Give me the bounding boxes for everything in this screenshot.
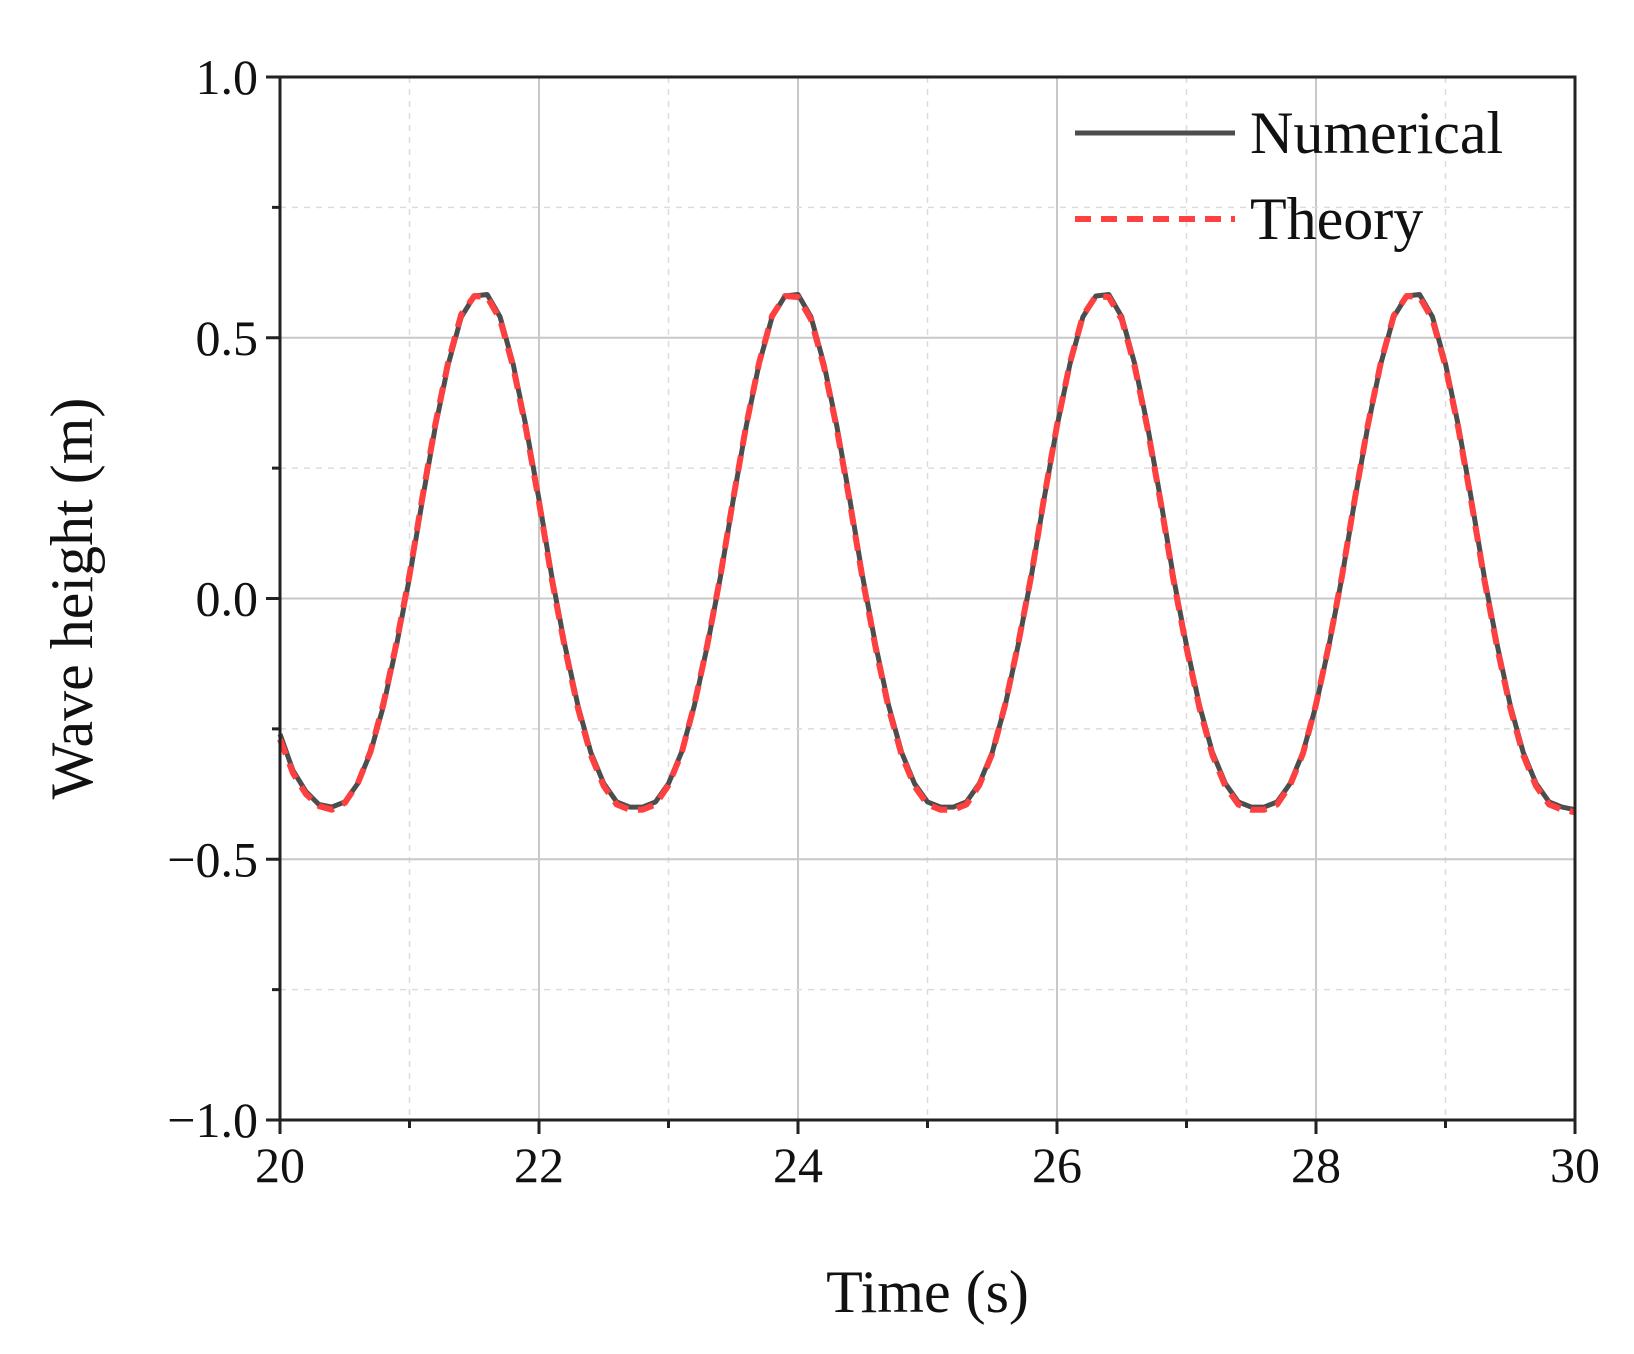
y-axis-title: Wave height (m) xyxy=(39,398,105,800)
legend: Numerical Theory xyxy=(1075,100,1503,252)
series-layer xyxy=(277,292,1576,816)
y-tick-label: 0.0 xyxy=(196,571,259,627)
series-line-theory xyxy=(277,293,1576,816)
y-tick-label: 0.5 xyxy=(196,310,259,366)
x-tick-label: 20 xyxy=(255,1137,305,1193)
x-axis-title: Time (s) xyxy=(826,1259,1029,1325)
axis-ticks xyxy=(266,75,1577,1134)
x-tick-label: 28 xyxy=(1291,1137,1341,1193)
x-tick-label: 22 xyxy=(514,1137,564,1193)
y-tick-label: −0.5 xyxy=(167,831,258,887)
legend-label-theory: Theory xyxy=(1250,186,1423,252)
x-tick-label: 30 xyxy=(1550,1137,1600,1193)
x-tick-label: 26 xyxy=(1032,1137,1082,1193)
tick-labels: 20 22 24 26 28 30 −1.0 −0.5 0.0 0.5 1.0 xyxy=(167,49,1600,1193)
legend-label-numerical: Numerical xyxy=(1250,100,1503,166)
y-tick-label: −1.0 xyxy=(167,1092,258,1148)
y-tick-label: 1.0 xyxy=(196,49,259,105)
x-tick-label: 24 xyxy=(773,1137,823,1193)
grid xyxy=(280,77,1575,1120)
